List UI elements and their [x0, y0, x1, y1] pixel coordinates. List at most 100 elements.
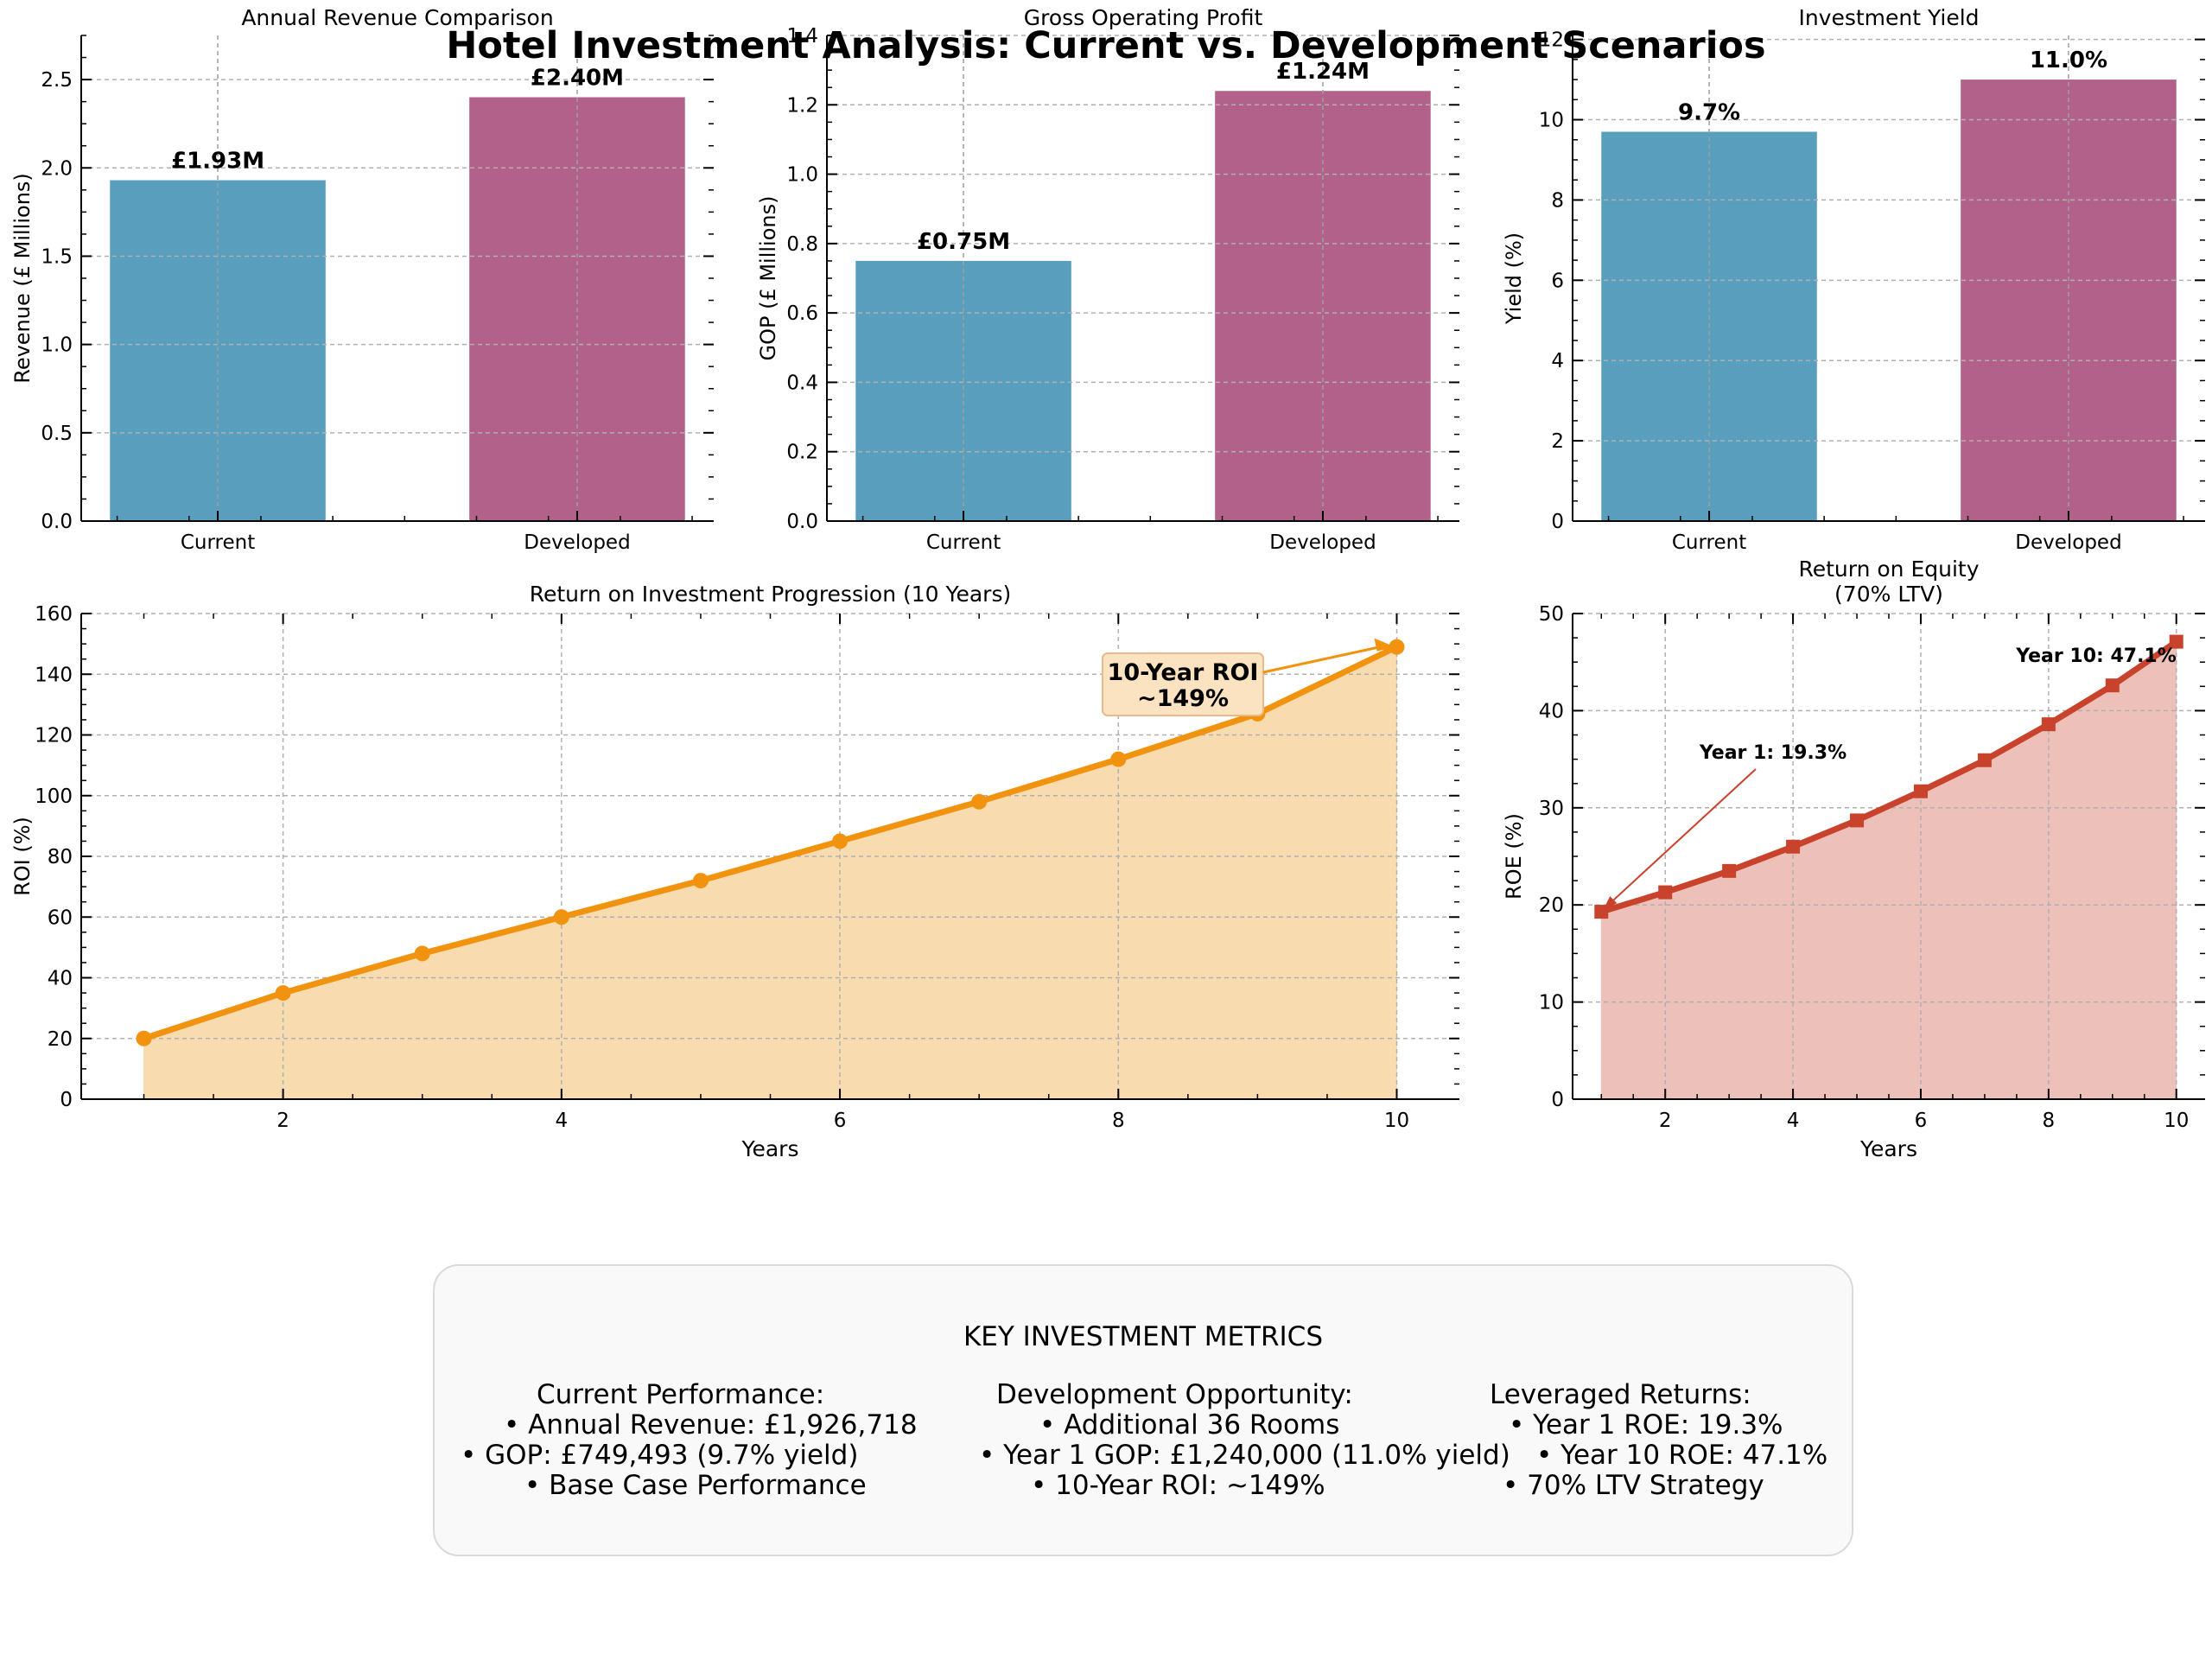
y-tick-label: 2 — [1551, 430, 1564, 453]
data-label: £1.93M — [171, 149, 264, 175]
y-tick-label: 0 — [60, 1089, 73, 1111]
y-tick-label: 10 — [1539, 110, 1564, 132]
data-point — [553, 909, 569, 925]
y-tick-label: 20 — [1539, 894, 1564, 917]
x-tick-label: 8 — [1112, 1110, 1125, 1132]
metrics-leveraged-item: • Year 10 ROE: 47.1% — [1536, 1440, 1828, 1471]
y-tick-label: 6 — [1551, 270, 1564, 292]
x-tick-label: Developed — [524, 531, 630, 554]
metrics-current-header: Current Performance: — [537, 1379, 825, 1410]
y-axis-label: GOP (£ Millions) — [756, 196, 780, 361]
y-tick-label: 160 — [35, 603, 73, 626]
data-point — [1977, 753, 1992, 767]
chart-yield: 0 2 4 6 8 10 12 Yield (%) Current Developed 9.7% 11… — [1502, 5, 2205, 554]
x-tick-label: Current — [181, 531, 255, 554]
metrics-current-item: • Annual Revenue: £1,926,718 — [504, 1409, 918, 1441]
y-tick-label: 4 — [1551, 350, 1564, 372]
chart-revenue: 0.0 0.5 1.0 1.5 2.0 2.5 Revenue (£ Millions) Cu… — [10, 5, 714, 554]
y-tick-label: 8 — [1551, 189, 1564, 212]
bar-current — [855, 260, 1071, 521]
x-tick-label: Current — [1672, 531, 1746, 554]
y-tick-label: 1.2 — [786, 94, 818, 117]
x-tick-label: 2 — [276, 1110, 289, 1132]
y-tick-label: 1.4 — [786, 25, 818, 48]
y-tick-label: 50 — [1539, 603, 1564, 626]
y-tick-label: 0.5 — [41, 423, 73, 445]
data-point — [275, 985, 291, 1002]
data-point — [1850, 813, 1865, 828]
data-point — [2105, 678, 2120, 693]
annotation-arrow — [1605, 768, 1757, 907]
y-tick-label: 1.0 — [41, 334, 73, 357]
data-point — [2041, 717, 2056, 732]
y-tick-label: 1.5 — [41, 245, 73, 268]
data-point — [414, 945, 430, 962]
chart-roe: 0 10 20 30 40 50 ROE (%) 2 4 6 8 10 Years Return on E… — [1502, 557, 2205, 1161]
annotation-arrowhead — [1374, 638, 1395, 652]
chart-title: Investment Yield — [1798, 5, 1979, 30]
metrics-leveraged-header: Leveraged Returns: — [1490, 1379, 1751, 1410]
data-label: £2.40M — [531, 66, 624, 92]
data-point — [1110, 751, 1127, 767]
chart-title: Gross Operating Profit — [1024, 5, 1263, 30]
y-tick-label: 60 — [48, 906, 73, 929]
x-tick-label: Developed — [1269, 531, 1376, 554]
x-tick-label: 4 — [1787, 1110, 1800, 1132]
annotation-text: ~149% — [1137, 685, 1229, 712]
y-tick-label: 0.6 — [786, 302, 818, 325]
data-label: 9.7% — [1678, 99, 1740, 125]
y-tick-label: 0 — [1551, 511, 1564, 533]
y-tick-label: 1.0 — [786, 164, 818, 187]
metrics-current-item: • Base Case Performance — [524, 1470, 867, 1501]
y-tick-label: 2.0 — [41, 157, 73, 180]
data-point — [692, 873, 709, 889]
y-tick-label: 0.8 — [786, 233, 818, 256]
x-tick-label: 2 — [1659, 1110, 1672, 1132]
y-tick-label: 80 — [48, 846, 73, 868]
y-tick-label: 2.5 — [41, 69, 73, 92]
metrics-development-item: • Year 1 GOP: £1,240,000 (11.0% yield) — [979, 1440, 1510, 1471]
chart-title: Return on Equity — [1798, 557, 1979, 582]
x-tick-label: 10 — [1384, 1110, 1409, 1132]
metrics-heading: KEY INVESTMENT METRICS — [963, 1321, 1324, 1352]
y-tick-label: 140 — [35, 664, 73, 686]
data-label: £0.75M — [917, 229, 1010, 255]
series-line — [1600, 639, 2178, 915]
series-line — [143, 644, 1399, 1042]
data-point — [136, 1030, 152, 1046]
y-axis-label: Yield (%) — [1502, 232, 1526, 325]
chart-title: Annual Revenue Comparison — [241, 5, 553, 30]
y-tick-label: 120 — [35, 725, 73, 747]
x-tick-label: 8 — [2043, 1110, 2056, 1132]
y-tick-label: 12 — [1539, 29, 1564, 52]
data-point — [1722, 863, 1737, 878]
y-tick-label: 30 — [1539, 798, 1564, 820]
data-label: 11.0% — [2030, 48, 2107, 73]
y-axis-label: ROE (%) — [1502, 813, 1526, 900]
annotation-text: Year 1: 19.3% — [1699, 742, 1847, 764]
metrics-development-item: • Additional 36 Rooms — [1039, 1409, 1340, 1441]
data-point — [2169, 634, 2183, 649]
chart-title: Return on Investment Progression (10 Yea… — [530, 582, 1011, 607]
data-point — [1913, 784, 1928, 798]
data-point — [832, 833, 849, 849]
chart-gop: 0.0 0.2 0.4 0.6 0.8 1.0 1.2 1.4 GOP (£ Millions)… — [756, 5, 1459, 554]
x-tick-label: 6 — [834, 1110, 847, 1132]
y-tick-label: 0.4 — [786, 372, 818, 394]
chart-title: (70% LTV) — [1834, 582, 1943, 607]
key-metrics-panel: KEY INVESTMENT METRICS Current Performan… — [433, 1264, 1853, 1556]
metrics-leveraged-item: • 70% LTV Strategy — [1503, 1470, 1764, 1501]
metrics-current-item: • GOP: £749,493 (9.7% yield) — [461, 1440, 859, 1471]
y-tick-label: 40 — [48, 968, 73, 990]
y-axis-label: Revenue (£ Millions) — [10, 173, 35, 384]
metrics-leveraged-item: • Year 1 ROE: 19.3% — [1509, 1409, 1783, 1441]
annotation-arrowhead — [1603, 896, 1618, 911]
annotation-text: 10-Year ROI — [1108, 659, 1259, 686]
metrics-development-item: • 10-Year ROI: ~149% — [1031, 1470, 1325, 1501]
y-tick-label: 20 — [48, 1028, 73, 1051]
y-tick-label: 0.0 — [41, 511, 73, 533]
x-tick-label: 4 — [556, 1110, 569, 1132]
data-point — [1786, 839, 1801, 854]
figure-title: Hotel Investment Analysis: Current vs. D… — [446, 24, 1765, 67]
